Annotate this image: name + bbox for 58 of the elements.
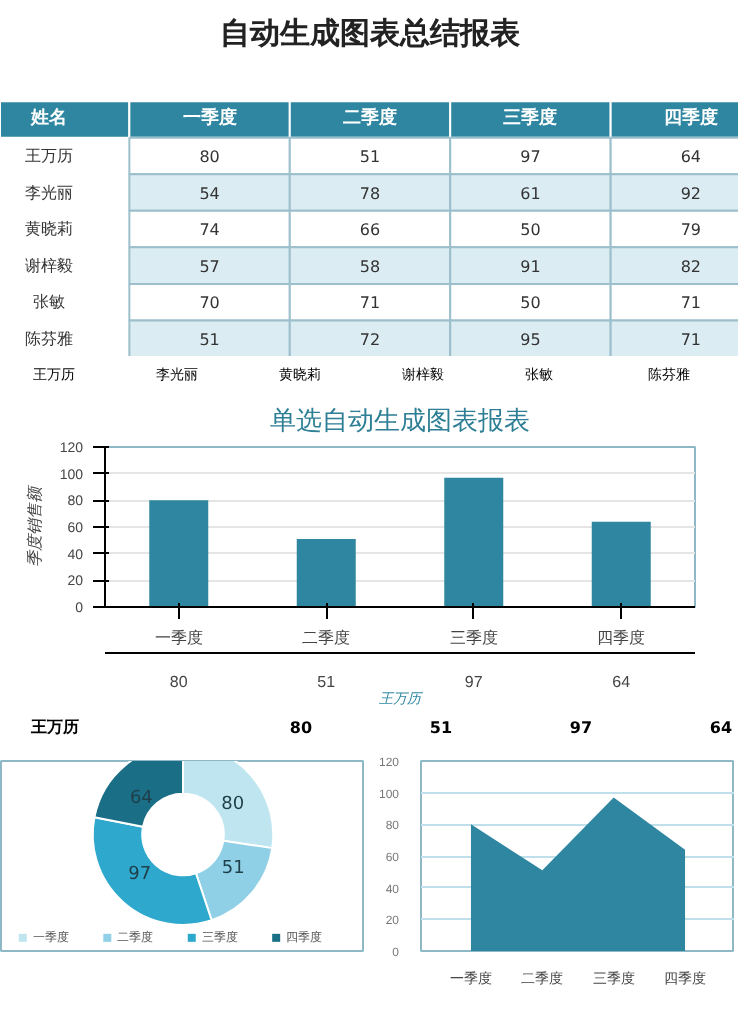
- data-label: 61: [520, 184, 541, 203]
- data-label: 64: [612, 673, 632, 691]
- x-tick-label: 一季度: [154, 629, 203, 647]
- y-axis-title: 季度销售额: [25, 483, 44, 567]
- data-label: 97: [520, 148, 541, 167]
- data-label: 80: [289, 719, 313, 737]
- data-label: 50: [520, 221, 541, 240]
- y-tick-label: 陈芬雅: [25, 329, 74, 348]
- data-label: 71: [680, 330, 702, 349]
- bar: [591, 521, 651, 607]
- x-tick-label: 二季度: [343, 107, 397, 130]
- bar: [149, 500, 209, 607]
- data-label: 79: [680, 221, 702, 240]
- data-label: 80: [199, 148, 220, 167]
- text: 80: [221, 795, 245, 816]
- data-label: 51: [221, 859, 245, 880]
- y-axis-title: 姓名: [29, 107, 68, 130]
- data-label: 72: [359, 330, 381, 349]
- chart-title: 自动生成图表总结报表: [220, 15, 522, 51]
- text: 64: [709, 719, 733, 737]
- x-tick-label: 一季度: [182, 107, 237, 130]
- bar: [296, 539, 356, 607]
- data-label: 51: [199, 330, 220, 349]
- data-label: 97: [128, 864, 152, 885]
- x-tick-label: 三季度: [503, 107, 558, 130]
- x-tick-label: 四季度: [597, 629, 646, 647]
- chart-title: 单选自动生成图表报表: [270, 407, 530, 437]
- data-label: 57: [199, 257, 220, 276]
- data-label: 66: [359, 221, 381, 240]
- data-label: 92: [680, 184, 702, 203]
- data-label: 80: [169, 673, 189, 691]
- data-label: 58: [359, 257, 381, 276]
- y-tick-label: 黄晓莉: [25, 220, 74, 239]
- data-label: 91: [520, 257, 541, 276]
- data-label: 51: [359, 148, 381, 167]
- data-label: 64: [129, 789, 154, 810]
- x-tick-label: 二季度: [302, 629, 351, 647]
- x-tick-label: 三季度: [449, 629, 498, 647]
- data-label: 95: [520, 330, 541, 349]
- y-tick-label: 张敏: [33, 293, 66, 312]
- data-label: 64: [680, 148, 702, 167]
- data-label: 78: [359, 184, 381, 203]
- data-label: 71: [680, 294, 702, 313]
- y-tick-label: 谢梓毅: [25, 256, 74, 275]
- data-label: 74: [199, 221, 220, 240]
- data-label: 54: [199, 184, 220, 203]
- text: 51: [429, 719, 453, 737]
- data-label: 82: [680, 257, 702, 276]
- text: 97: [569, 719, 593, 737]
- y-tick-label: 李光丽: [25, 183, 74, 202]
- bar: [444, 477, 504, 607]
- y-tick-label: 王万历: [25, 147, 74, 166]
- x-tick-label: 四季度: [663, 107, 718, 130]
- data-label: 97: [464, 673, 484, 691]
- data-label: 51: [317, 673, 337, 691]
- data-label: 70: [199, 294, 220, 313]
- data-label: 50: [520, 294, 541, 313]
- data-label: 71: [359, 294, 381, 313]
